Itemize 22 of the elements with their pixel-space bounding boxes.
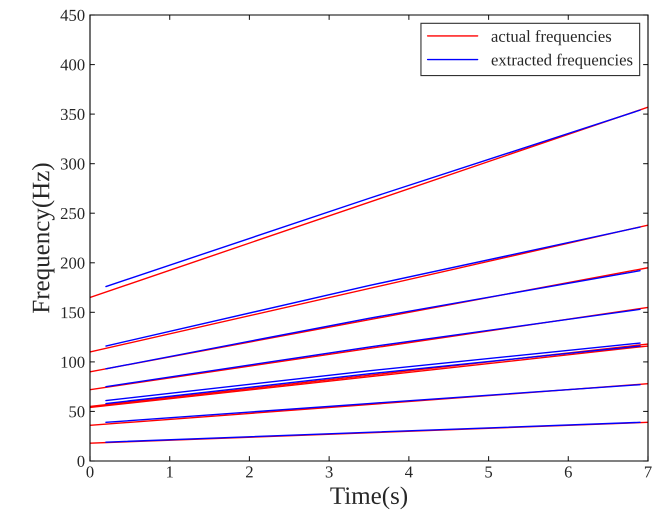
y-tick-label: 300: [60, 158, 85, 170]
x-tick-label: 2: [246, 466, 253, 478]
y-tick-label: 100: [62, 356, 85, 368]
x-axis-title: Time(s): [330, 486, 408, 510]
y-tick-label: 150: [62, 307, 85, 318]
y-tick-label: 250: [60, 208, 85, 220]
y-tick-label: 350: [60, 108, 85, 120]
legend-label: extracted frequencies: [492, 54, 632, 69]
x-tick-label: 0: [86, 466, 94, 478]
x-tick-label: 1: [167, 466, 173, 478]
x-tick-label: 5: [485, 466, 492, 478]
y-tick-label: 450: [60, 10, 85, 21]
y-tick-label: 200: [60, 257, 85, 269]
y-tick-label: 50: [69, 406, 85, 418]
x-tick-label: 3: [326, 466, 333, 478]
x-tick-label: 6: [564, 466, 572, 478]
y-axis-title: Frequency(Hz): [32, 163, 55, 313]
x-tick-label: 7: [644, 466, 652, 478]
legend-label: actual frequencies: [492, 30, 612, 46]
y-tick-label: 0: [77, 456, 85, 467]
x-tick-label: 4: [405, 466, 413, 478]
y-tick-label: 400: [60, 59, 85, 70]
